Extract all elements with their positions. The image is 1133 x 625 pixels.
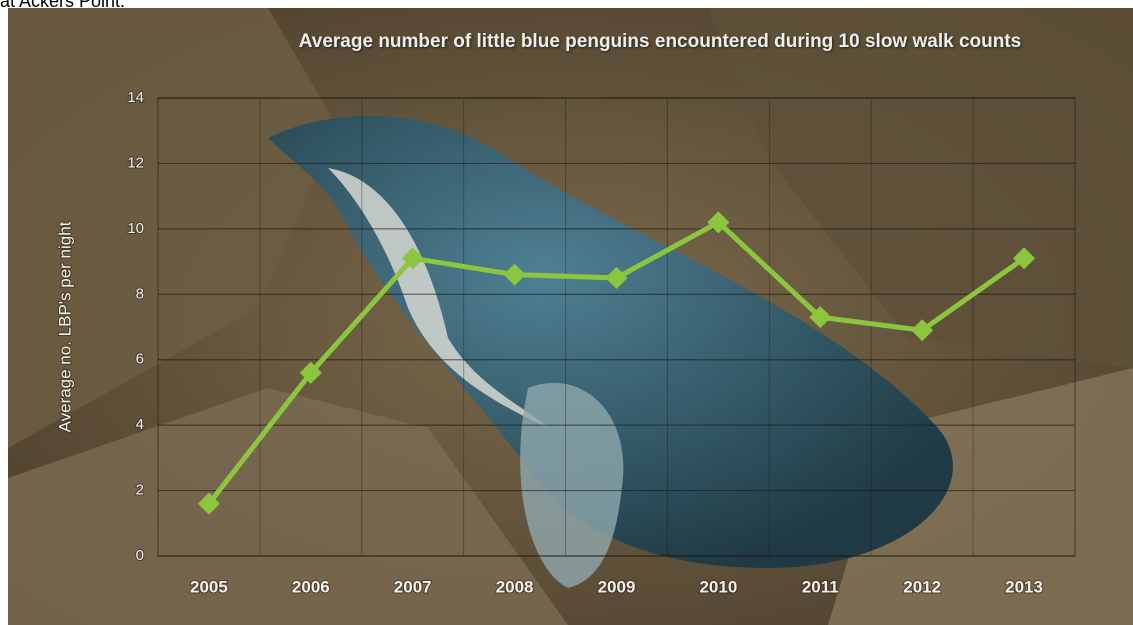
data-marker [605,266,628,289]
x-tick-label: 2005 [190,577,228,596]
y-tick-label: 12 [127,154,144,171]
y-axis-label: Average no. LBP's per night [55,221,74,432]
data-marker [197,492,220,515]
y-tick-label: 8 [136,285,144,302]
background-photo [8,8,1133,625]
data-marker [809,306,832,329]
data-marker [911,319,934,342]
x-tick-label: 2006 [292,577,330,596]
y-tick-label: 14 [127,89,144,106]
y-tick-label: 0 [136,547,144,564]
y-tick-label: 10 [127,220,144,237]
x-tick-label: 2008 [496,577,534,596]
chart-title: Average number of little blue penguins e… [298,31,1022,52]
data-marker [503,263,526,286]
x-tick-label: 2011 [802,577,839,596]
data-marker [707,211,730,234]
data-marker [299,361,322,384]
x-tick-label: 2007 [394,577,432,596]
y-tick-label: 4 [136,416,144,433]
x-tick-label: 2009 [598,577,636,596]
x-tick-label: 2012 [903,577,941,596]
x-tick-label: 2013 [1005,577,1043,596]
x-tick-label: 2010 [699,577,737,596]
data-marker [401,247,424,270]
y-tick-label: 2 [136,482,144,499]
chart: 0 2 4 6 8 10 12 14 Average no. LBP's per night 20… [8,8,1133,625]
caption: at Ackers Point. [0,0,126,11]
data-marker [1013,247,1036,270]
y-tick-label: 6 [136,351,144,368]
